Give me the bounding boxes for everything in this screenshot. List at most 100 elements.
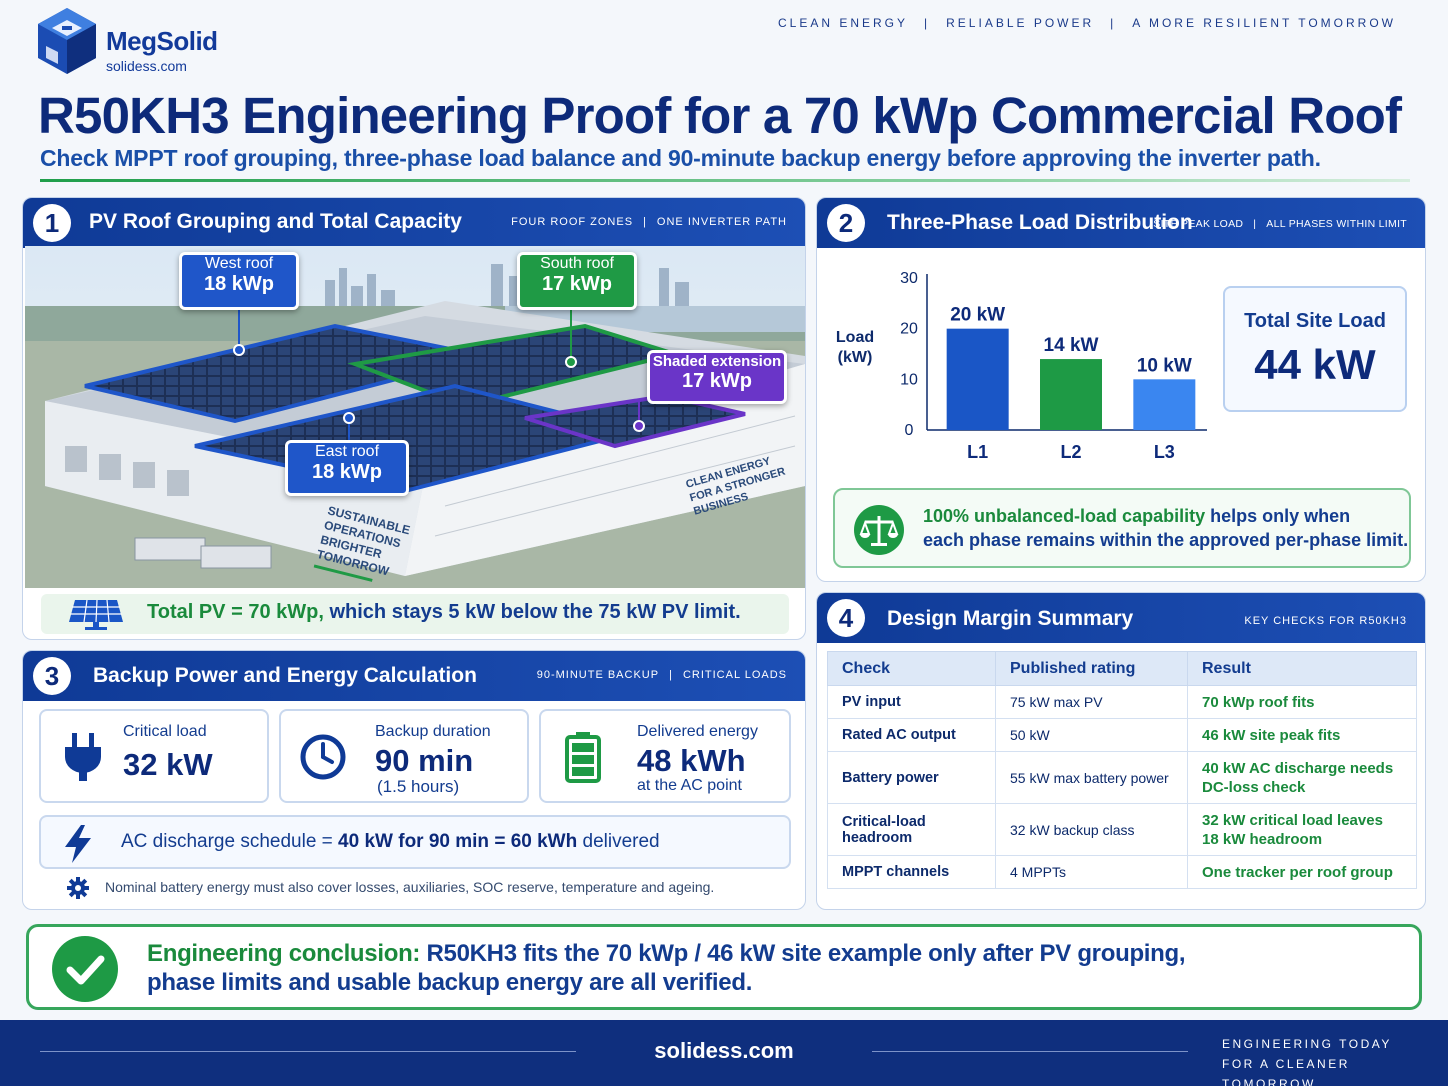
plug-icon [65, 733, 101, 781]
check-cell: Critical-load headroom [827, 803, 996, 856]
footer-site-link[interactable]: solidess.com [654, 1038, 794, 1063]
panel-header: 4 Design Margin Summary KEY CHECKS FOR R… [817, 593, 1425, 643]
rating-cell: 4 MPPTs [995, 855, 1188, 889]
table-row: Critical-load headroom 32 kW backup clas… [827, 803, 1417, 856]
backup-duration-value: 90 min [375, 743, 474, 778]
footer-motto: ENGINEERING TODAY FOR A CLEANER TOMORROW [1222, 1034, 1448, 1086]
panel-number: 1 [33, 204, 71, 242]
roof-capacity: 17 kWp [541, 273, 613, 295]
panel-tags: FOUR ROOF ZONES | ONE INVERTER PATH [511, 216, 787, 228]
check-cell: Battery power [827, 751, 996, 804]
table-row: PV input 75 kW max PV 70 kWp roof fits [827, 685, 1417, 719]
panel-header: 2 Three-Phase Load Distribution SITE PEA… [817, 198, 1425, 248]
brand-site: solidess.com [106, 58, 187, 74]
check-cell: Rated AC output [827, 718, 996, 752]
panel-title: Backup Power and Energy Calculation [93, 664, 477, 687]
east-roof-label: East roof 18 kWp [285, 440, 409, 496]
backup-duration-sub: (1.5 hours) [377, 777, 460, 796]
roof-illustration: SUSTAINABLE OPERATIONS BRIGHTER TOMORROW… [25, 246, 805, 588]
page-title: R50KH3 Engineering Proof for a 70 kWp Co… [38, 87, 1402, 144]
y-tick-label: 20 [900, 321, 918, 338]
phase-load-chart: Load (kW) 0 10 20 30 20 kW L1 14 kW L2 10 kW L3 [836, 270, 1207, 462]
discharge-value: 40 kW for 90 min = 60 kWh [338, 831, 578, 852]
page-subtitle: Check MPPT roof grouping, three-phase lo… [40, 145, 1321, 171]
backup-duration-card: Backup duration 90 min (1.5 hours) [279, 709, 529, 803]
panel-number: 4 [827, 599, 865, 637]
unbalanced-load-note: 100% unbalanced-load capability helps on… [833, 488, 1411, 568]
rating-cell: 32 kW backup class [995, 803, 1188, 856]
west-roof-label: West roof 18 kWp [179, 252, 299, 310]
solar-panel-icon [69, 599, 123, 630]
panel-tags: 90-MINUTE BACKUP | CRITICAL LOADS [536, 669, 787, 681]
table-row: MPPT channels 4 MPPTs One tracker per ro… [827, 855, 1417, 889]
roof-name: South roof [540, 255, 614, 272]
delivered-energy-label: Delivered energy [637, 723, 758, 740]
result-cell: 70 kWp roof fits [1187, 685, 1417, 719]
total-site-load-card: Total Site Load 44 kW [1223, 286, 1407, 412]
tagline: CLEAN ENERGY | RELIABLE POWER | A MORE RESIL… [777, 16, 1396, 30]
pv-total-banner: Total PV = 70 kWp, which stays 5 kW belo… [41, 594, 789, 634]
check-cell: PV input [827, 685, 996, 719]
y-axis-label: (kW) [838, 349, 873, 366]
table-header-row: Check Published rating Result [827, 651, 1417, 686]
delivered-energy-value: 48 kWh [637, 743, 746, 778]
panel-tag: CRITICAL LOADS [682, 669, 787, 681]
y-tick-label: 10 [900, 371, 918, 388]
panel-title: PV Roof Grouping and Total Capacity [89, 210, 462, 233]
panel-header: 3 Backup Power and Energy Calculation 90… [23, 651, 805, 701]
discharge-label: AC discharge schedule = [121, 831, 333, 852]
design-margin-panel: 4 Design Margin Summary KEY CHECKS FOR R… [816, 592, 1426, 910]
motto-line: ENGINEERING TODAY [1222, 1037, 1392, 1051]
battery-icon [565, 732, 601, 783]
bar-l3 [1133, 379, 1196, 430]
panel-tag: ONE INVERTER PATH [656, 216, 787, 228]
y-tick-label: 30 [900, 270, 918, 287]
delivered-energy-card: Delivered energy 48 kWh at the AC point [539, 709, 791, 803]
motto-line: FOR A CLEANER TOMORROW [1222, 1057, 1350, 1086]
note-text: each phase remains within the approved p… [923, 530, 1409, 550]
critical-load-value: 32 kW [123, 747, 213, 782]
result-cell: 46 kW site peak fits [1187, 718, 1417, 752]
total-load-value: 44 kW [1254, 341, 1376, 388]
pv-limit-note: which stays 5 kW below the 75 kW PV limi… [329, 601, 741, 623]
column-header: Published rating [995, 651, 1188, 686]
balance-scale-icon [854, 505, 904, 555]
note-highlight: 100% unbalanced-load capability [923, 506, 1206, 526]
panel-tags: SITE PEAK LOAD | ALL PHASES WITHIN LIMIT [1153, 218, 1407, 230]
roof-name: Shaded extension [652, 353, 782, 370]
shaded-extension-label: Shaded extension 17 kWp [647, 350, 787, 404]
load-distribution-panel: 2 Three-Phase Load Distribution SITE PEA… [816, 197, 1426, 582]
critical-load-card: Critical load 32 kW [39, 709, 269, 803]
tagline-item: CLEAN ENERGY [777, 16, 909, 30]
south-roof-label: South roof 17 kWp [517, 252, 637, 310]
footer: solidess.com ENGINEERING TODAY FOR A CLE… [0, 1020, 1448, 1086]
gear-icon [67, 877, 89, 899]
rating-cell: 75 kW max PV [995, 685, 1188, 719]
critical-load-label: Critical load [123, 723, 207, 740]
panel-title: Design Margin Summary [887, 607, 1134, 630]
delivered-energy-sub: at the AC point [637, 777, 742, 794]
roof-capacity: 18 kWp [203, 273, 275, 295]
x-tick-label: L2 [1060, 442, 1081, 462]
conclusion-text: phase limits and usable backup energy ar… [147, 969, 753, 996]
conclusion-text: R50KH3 fits the 70 kWp / 46 kW site exam… [426, 940, 1186, 967]
note-text: Nominal battery energy must also cover l… [105, 879, 715, 895]
bar-l1 [946, 328, 1009, 430]
discharge-suffix: delivered [582, 831, 660, 852]
roof-name: East roof [314, 443, 380, 460]
conclusion-lead: Engineering conclusion: [147, 940, 421, 967]
x-tick-label: L1 [967, 442, 988, 462]
bar-data-label: 10 kW [1137, 355, 1192, 376]
footer-divider [40, 1051, 576, 1052]
panel-number: 2 [827, 204, 865, 242]
roof-name: West roof [204, 255, 274, 272]
check-cell: MPPT channels [827, 855, 996, 889]
result-cell: One tracker per roof group [1187, 855, 1417, 889]
clock-icon [300, 734, 346, 780]
cube-logo-icon [38, 8, 96, 74]
bar-data-label: 14 kW [1044, 335, 1099, 356]
panel-title: Three-Phase Load Distribution [887, 211, 1193, 234]
design-margin-table: Check Published rating Result PV input 7… [827, 651, 1417, 889]
footer-divider [872, 1051, 1188, 1052]
panel-tag: KEY CHECKS FOR R50KH3 [1244, 615, 1407, 627]
